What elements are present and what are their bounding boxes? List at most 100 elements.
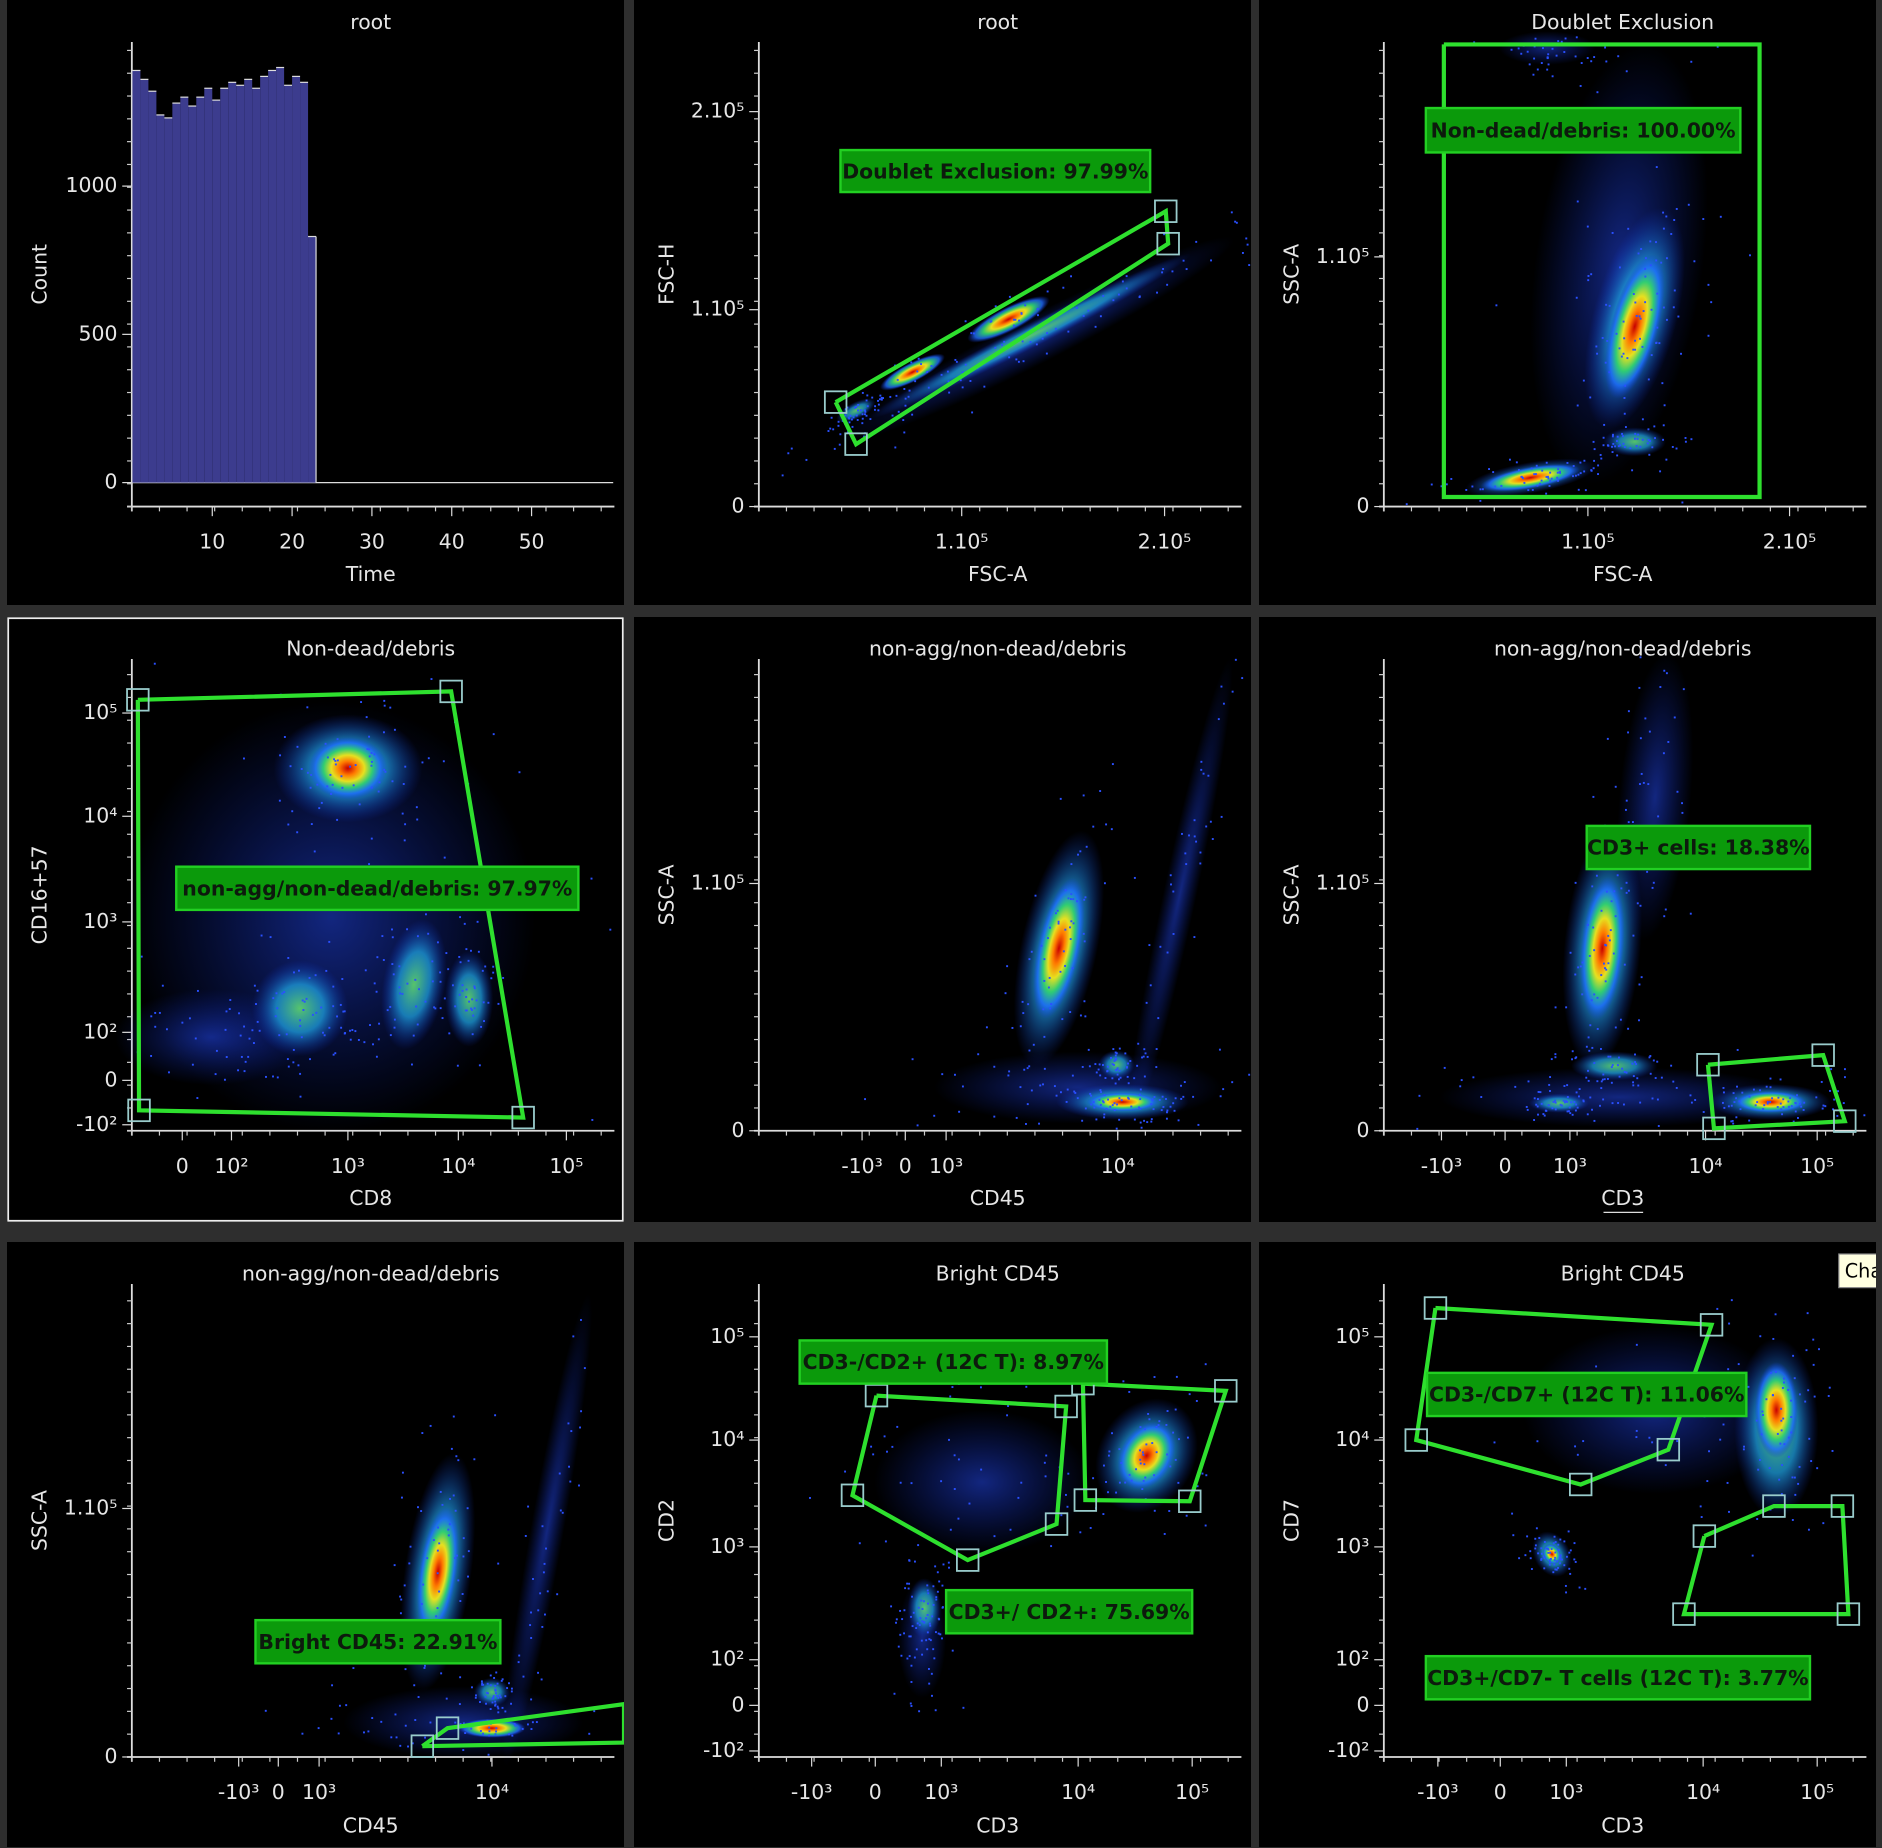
event-dot xyxy=(462,1749,465,1752)
event-dot xyxy=(1536,1440,1539,1443)
event-dot xyxy=(414,978,417,981)
event-dot xyxy=(1605,303,1608,306)
event-dot xyxy=(1597,464,1600,467)
event-dot xyxy=(1559,1562,1561,1565)
event-dot xyxy=(486,1682,489,1685)
event-dot xyxy=(237,1069,240,1072)
event-dot xyxy=(1549,1551,1552,1554)
event-dot xyxy=(1001,343,1003,346)
event-dot xyxy=(1536,68,1539,71)
event-dot xyxy=(1586,57,1589,59)
event-dot xyxy=(1070,893,1073,896)
y-tick-label: 10² xyxy=(1335,1647,1369,1671)
event-dot xyxy=(530,1698,533,1701)
event-dot xyxy=(492,1695,495,1698)
event-dot xyxy=(1571,1058,1573,1061)
histogram-bar xyxy=(188,106,197,483)
event-dot xyxy=(532,1578,534,1580)
event-dot xyxy=(1099,1089,1102,1092)
event-dot xyxy=(1687,203,1690,206)
event-dot xyxy=(1584,1587,1587,1590)
event-dot xyxy=(1782,1098,1785,1101)
event-dot xyxy=(861,417,864,420)
event-dot xyxy=(468,1000,471,1003)
event-dot xyxy=(368,755,371,758)
event-dot xyxy=(1592,440,1595,443)
event-dot xyxy=(880,398,883,401)
event-dot xyxy=(1143,1048,1146,1051)
event-dot xyxy=(1771,1394,1774,1397)
event-dot xyxy=(1657,815,1660,818)
event-dot xyxy=(1116,1103,1118,1106)
event-dot xyxy=(857,409,859,412)
event-dot xyxy=(1772,1337,1775,1340)
event-dot xyxy=(1616,454,1619,457)
event-dot xyxy=(439,971,442,974)
event-dot xyxy=(1780,1108,1783,1111)
event-dot xyxy=(1071,1074,1074,1077)
density-cloud xyxy=(1579,876,1625,1021)
event-dot xyxy=(1601,1078,1604,1081)
event-dot xyxy=(1604,943,1607,946)
event-dot xyxy=(1552,1100,1555,1103)
event-dot xyxy=(504,1710,507,1713)
event-dot xyxy=(418,988,420,991)
event-dot xyxy=(1828,1386,1831,1389)
event-dot xyxy=(1172,890,1175,893)
event-dot xyxy=(296,831,299,834)
event-dot xyxy=(1631,469,1634,472)
event-dot xyxy=(1092,1101,1095,1104)
density-plot xyxy=(1405,31,1751,506)
event-dot xyxy=(383,699,386,702)
x-axis-label: CD3 xyxy=(1601,1814,1644,1838)
event-dot xyxy=(518,771,521,774)
event-dot xyxy=(790,447,793,450)
event-dot xyxy=(1135,1468,1137,1471)
plot-panel[interactable]: Non-dead/debrisCD8CD16+5710⁵10⁴10³10²0-1… xyxy=(7,617,624,1222)
gate-handle xyxy=(1699,1313,1724,1337)
event-dot xyxy=(306,706,309,709)
event-dot xyxy=(452,1415,455,1418)
event-dot xyxy=(491,1701,494,1704)
event-dot xyxy=(1774,1313,1777,1316)
event-dot xyxy=(1564,1101,1566,1104)
event-dot xyxy=(1736,1085,1738,1088)
event-dot xyxy=(781,474,784,477)
event-dot xyxy=(1169,1465,1172,1468)
density-cloud xyxy=(445,950,494,1047)
event-dot xyxy=(1792,1120,1795,1123)
event-dot xyxy=(1195,840,1198,843)
event-dot xyxy=(1158,1420,1161,1423)
event-dot xyxy=(1008,356,1011,359)
event-dot xyxy=(1040,944,1043,947)
event-dot xyxy=(153,662,156,665)
event-dot xyxy=(1638,315,1641,318)
event-dot xyxy=(1067,897,1070,900)
event-dot xyxy=(1440,485,1443,488)
gate-handle xyxy=(823,390,848,414)
event-dot xyxy=(1139,1088,1142,1091)
event-dot xyxy=(1765,1398,1768,1401)
event-dot xyxy=(1566,1110,1569,1113)
event-dot xyxy=(572,1335,575,1338)
event-dot xyxy=(1172,1102,1175,1105)
event-dot xyxy=(504,1695,507,1698)
event-dot xyxy=(1056,909,1059,912)
event-dot xyxy=(351,1029,354,1031)
event-dot xyxy=(1810,1460,1813,1463)
event-dot xyxy=(1659,686,1662,688)
event-dot xyxy=(1066,1088,1069,1091)
event-dot xyxy=(542,1571,545,1574)
event-dot xyxy=(1599,1104,1601,1107)
event-dot xyxy=(1566,1084,1569,1087)
event-dot xyxy=(920,1599,923,1602)
event-dot xyxy=(1635,1343,1638,1346)
